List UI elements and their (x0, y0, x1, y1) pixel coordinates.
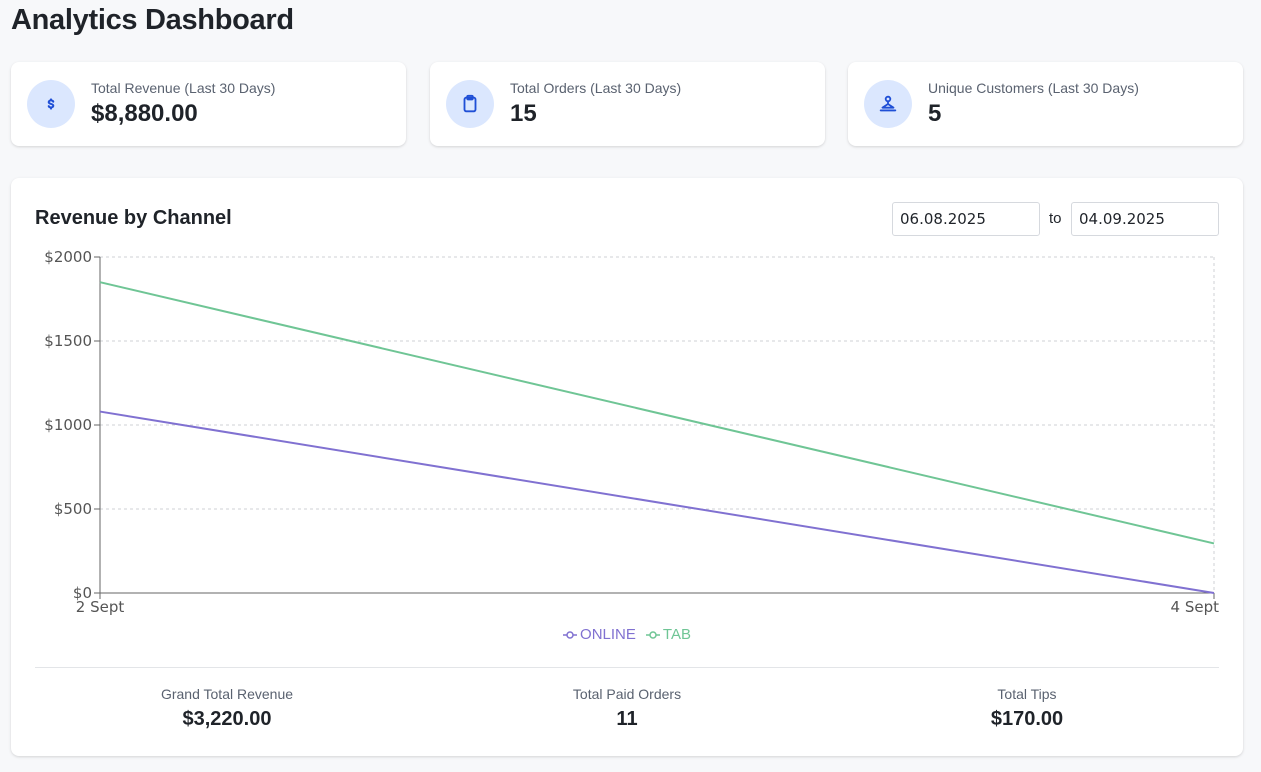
chart-legend: ONLINE TAB (11, 626, 1243, 643)
revenue-line-chart: $0 $500 $1000 $1500 $2000 2 Sept 4 Sept (44, 248, 1220, 616)
stat-label: Total Revenue (Last 30 Days) (91, 80, 276, 96)
stat-card-orders: Total Orders (Last 30 Days) 15 (430, 62, 825, 146)
stat-label: Total Orders (Last 30 Days) (510, 80, 682, 96)
y-tick-label: $2000 (44, 248, 92, 266)
legend-marker-online (563, 630, 578, 639)
legend-item-tab[interactable]: TAB (645, 626, 691, 643)
legend-item-online[interactable]: ONLINE (563, 626, 636, 643)
summary-paid-orders: Total Paid Orders 11 (477, 686, 777, 731)
stat-value: 5 (928, 100, 942, 127)
x-tick-label: 2 Sept (76, 598, 125, 616)
y-tick-label: $1000 (44, 416, 92, 434)
date-to-input[interactable] (1071, 202, 1219, 236)
y-tick-label: $1500 (44, 332, 92, 350)
summary-grand-total: Grand Total Revenue $3,220.00 (77, 686, 377, 731)
stat-value: $8,880.00 (91, 100, 198, 127)
stat-label: Unique Customers (Last 30 Days) (928, 80, 1139, 96)
summary-label: Grand Total Revenue (160, 686, 294, 702)
stat-card-customers: Unique Customers (Last 30 Days) 5 (848, 62, 1243, 146)
series-line-tab (99, 281, 1215, 545)
summary-value: $170.00 (990, 708, 1064, 730)
stat-value: 15 (510, 100, 537, 127)
series-line-online (99, 410, 1215, 594)
divider (35, 667, 1219, 668)
summary-label: Total Paid Orders (572, 686, 682, 702)
page-title: Analytics Dashboard (11, 4, 294, 36)
summary-label: Total Tips (997, 686, 1057, 702)
legend-label-online: ONLINE (580, 626, 636, 643)
customer-icon (864, 80, 912, 128)
summary-value: $3,220.00 (182, 708, 272, 730)
clipboard-icon (446, 80, 494, 128)
legend-marker-tab (645, 630, 660, 639)
stat-card-revenue: Total Revenue (Last 30 Days) $8,880.00 (11, 62, 406, 146)
date-range-separator: to (1049, 210, 1062, 227)
y-tick-label: $0 (73, 584, 92, 602)
date-from-input[interactable] (892, 202, 1040, 236)
y-tick-label: $500 (54, 500, 92, 518)
legend-label-tab: TAB (662, 626, 691, 643)
x-tick-label: 4 Sept (1171, 598, 1220, 616)
revenue-chart-card: Revenue by Channel to $0 $500 $1000 $1500 $2… (11, 178, 1243, 756)
summary-total-tips: Total Tips $170.00 (877, 686, 1177, 731)
dollar-icon (27, 80, 75, 128)
chart-title: Revenue by Channel (35, 207, 232, 229)
summary-value: 11 (616, 708, 638, 730)
